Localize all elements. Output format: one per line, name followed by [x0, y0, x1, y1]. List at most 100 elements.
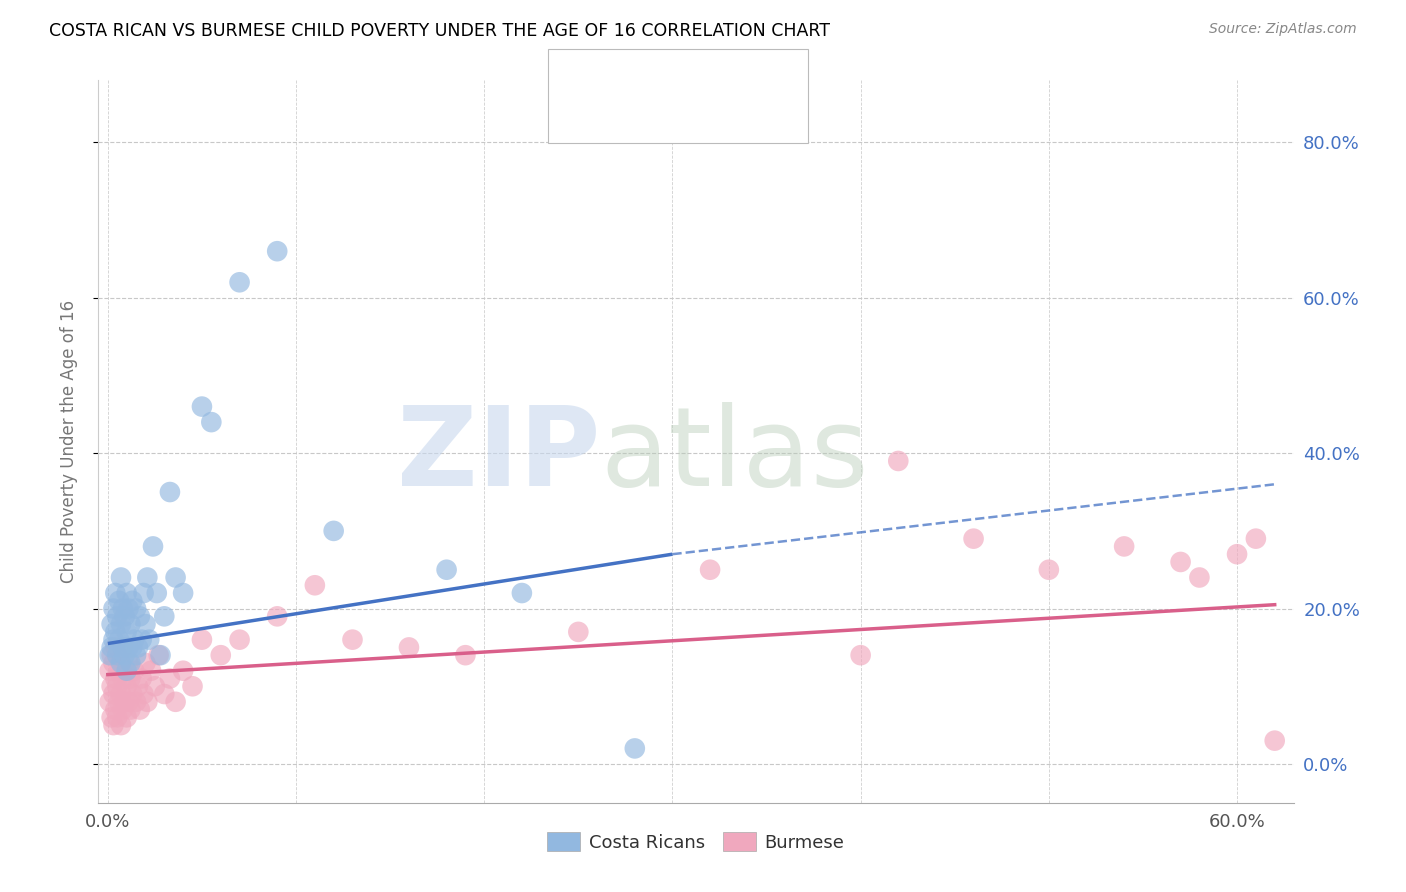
Point	[131, 672, 153, 686]
Point	[849, 648, 872, 663]
Point	[142, 540, 165, 554]
Point	[111, 702, 134, 716]
Point	[103, 718, 125, 732]
Point	[105, 648, 128, 663]
Point	[110, 570, 132, 584]
Point	[181, 679, 204, 693]
Point	[117, 640, 139, 655]
Point	[120, 656, 142, 670]
Point	[114, 609, 136, 624]
Point	[103, 601, 125, 615]
Point	[98, 664, 121, 678]
Point	[145, 586, 167, 600]
Point	[138, 632, 160, 647]
Text: R = 0.108   N = 52: R = 0.108 N = 52	[605, 65, 775, 83]
Point	[134, 617, 156, 632]
Point	[110, 687, 132, 701]
Point	[105, 710, 128, 724]
Point	[567, 624, 589, 639]
Point	[103, 687, 125, 701]
Point	[136, 695, 159, 709]
Point	[100, 710, 122, 724]
Point	[121, 594, 143, 608]
Point	[191, 400, 214, 414]
Point	[103, 656, 125, 670]
Point	[398, 640, 420, 655]
Point	[111, 672, 134, 686]
Point	[110, 617, 132, 632]
Point	[228, 632, 250, 647]
Point	[121, 687, 143, 701]
Legend: Costa Ricans, Burmese: Costa Ricans, Burmese	[540, 824, 852, 859]
Point	[1226, 547, 1249, 561]
Point	[322, 524, 344, 538]
Text: Source: ZipAtlas.com: Source: ZipAtlas.com	[1209, 22, 1357, 37]
Point	[165, 570, 187, 584]
Point	[125, 695, 148, 709]
Point	[120, 702, 142, 716]
Point	[191, 632, 214, 647]
Point	[111, 640, 134, 655]
Point	[115, 679, 138, 693]
Point	[115, 710, 138, 724]
Point	[110, 656, 132, 670]
Point	[128, 609, 150, 624]
Text: R = 0.212   N = 67: R = 0.212 N = 67	[605, 103, 775, 120]
Point	[120, 672, 142, 686]
Point	[103, 632, 125, 647]
Point	[100, 679, 122, 693]
Point	[104, 702, 127, 716]
Point	[1170, 555, 1192, 569]
Point	[131, 632, 153, 647]
Point	[108, 664, 131, 678]
Point	[228, 275, 250, 289]
Text: ZIP: ZIP	[396, 402, 600, 509]
Point	[125, 601, 148, 615]
Point	[114, 695, 136, 709]
Point	[117, 656, 139, 670]
Point	[134, 656, 156, 670]
Point	[172, 586, 194, 600]
Point	[148, 648, 170, 663]
Point	[623, 741, 645, 756]
Point	[108, 594, 131, 608]
Point	[122, 632, 145, 647]
Point	[104, 624, 127, 639]
Point	[98, 695, 121, 709]
Point	[209, 648, 232, 663]
Point	[1188, 570, 1211, 584]
Point	[108, 632, 131, 647]
Point	[128, 702, 150, 716]
Text: COSTA RICAN VS BURMESE CHILD POVERTY UNDER THE AGE OF 16 CORRELATION CHART: COSTA RICAN VS BURMESE CHILD POVERTY UND…	[49, 22, 830, 40]
Point	[962, 532, 984, 546]
Point	[104, 586, 127, 600]
Point	[111, 601, 134, 615]
Point	[120, 617, 142, 632]
Point	[1038, 563, 1060, 577]
Point	[115, 586, 138, 600]
Point	[114, 648, 136, 663]
Point	[115, 624, 138, 639]
Point	[100, 617, 122, 632]
Point	[117, 695, 139, 709]
Point	[98, 648, 121, 663]
Point	[127, 640, 149, 655]
Point	[266, 244, 288, 259]
Point	[117, 601, 139, 615]
Point	[342, 632, 364, 647]
Point	[104, 672, 127, 686]
Point	[266, 609, 288, 624]
Point	[105, 648, 128, 663]
Point	[132, 586, 155, 600]
Point	[122, 664, 145, 678]
Point	[110, 718, 132, 732]
Point	[121, 640, 143, 655]
Point	[104, 640, 127, 655]
Point	[108, 695, 131, 709]
Point	[153, 687, 176, 701]
Point	[159, 485, 181, 500]
Point	[149, 648, 172, 663]
Point	[114, 664, 136, 678]
Point	[200, 415, 222, 429]
Point	[125, 648, 148, 663]
